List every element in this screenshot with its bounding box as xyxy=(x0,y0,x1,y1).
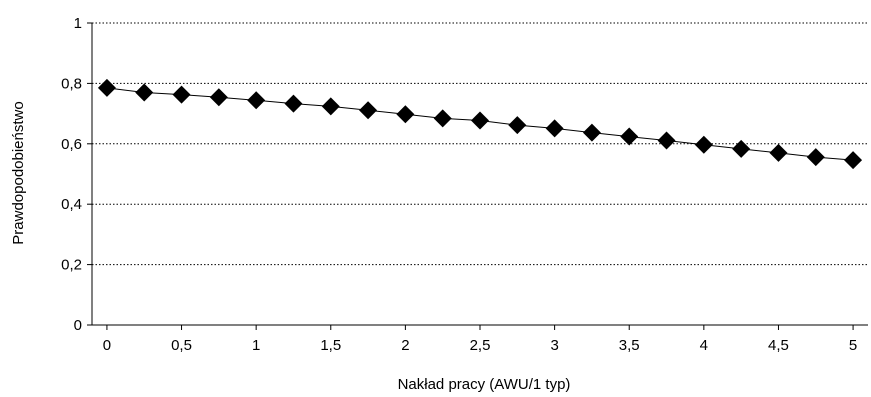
y-tick-label: 0 xyxy=(74,317,82,334)
y-axis-ticks: 0 0,2 0,4 0,6 0,8 1 xyxy=(61,15,92,334)
y-tick-label: 0,4 xyxy=(61,196,82,213)
x-tick-label: 2 xyxy=(401,337,409,354)
data-series xyxy=(97,78,863,170)
data-point xyxy=(508,116,527,135)
data-point xyxy=(545,119,564,138)
data-point xyxy=(806,148,825,167)
x-axis-ticks: 0 0,5 1 1,5 2 2,5 3 3,5 4 4,5 5 xyxy=(103,325,857,354)
x-tick-label: 5 xyxy=(849,337,857,354)
data-point xyxy=(247,91,266,110)
data-point xyxy=(732,139,751,158)
x-tick-label: 3 xyxy=(550,337,558,354)
y-tick-label: 0,2 xyxy=(61,257,82,274)
x-tick-label: 4,5 xyxy=(768,337,789,354)
data-point xyxy=(694,135,713,154)
data-point xyxy=(97,78,116,97)
data-point xyxy=(396,105,415,124)
data-point xyxy=(620,127,639,146)
y-tick-label: 0,8 xyxy=(61,75,82,92)
y-axis-title: Prawdopodobieństwo xyxy=(10,101,27,244)
data-point xyxy=(657,131,676,150)
gridlines xyxy=(92,22,868,266)
x-tick-label: 2,5 xyxy=(470,337,491,354)
x-axis-title: Nakład pracy (AWU/1 typ) xyxy=(398,376,571,393)
data-point xyxy=(284,94,303,113)
data-point xyxy=(359,101,378,120)
x-tick-label: 3,5 xyxy=(619,337,640,354)
y-tick-label: 0,6 xyxy=(61,136,82,153)
data-point xyxy=(471,111,489,130)
x-tick-label: 0 xyxy=(103,337,111,354)
data-point xyxy=(844,151,863,170)
data-point xyxy=(321,97,340,116)
data-point xyxy=(209,88,228,107)
x-tick-label: 4 xyxy=(700,337,708,354)
x-tick-label: 1 xyxy=(252,337,260,354)
x-tick-label: 1,5 xyxy=(320,337,341,354)
axes xyxy=(91,23,868,326)
data-point xyxy=(582,123,601,142)
data-point xyxy=(172,85,191,104)
y-tick-label: 1 xyxy=(74,15,82,32)
data-point xyxy=(433,109,452,128)
data-point xyxy=(135,83,154,102)
data-point xyxy=(769,143,788,162)
x-tick-label: 0,5 xyxy=(171,337,192,354)
